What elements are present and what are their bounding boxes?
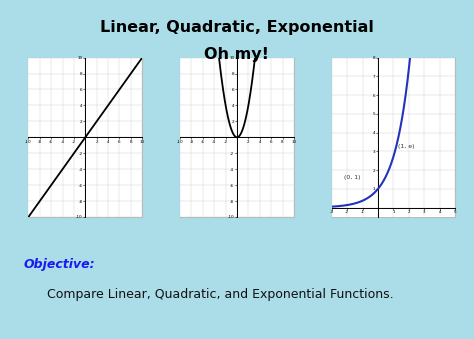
Text: Compare Linear, Quadratic, and Exponential Functions.: Compare Linear, Quadratic, and Exponenti… — [47, 288, 394, 301]
Text: (1, e): (1, e) — [398, 144, 415, 148]
Text: Objective:: Objective: — [24, 258, 95, 271]
Text: Oh my!: Oh my! — [204, 47, 270, 62]
Text: (0, 1): (0, 1) — [344, 176, 361, 180]
Text: Linear, Quadratic, Exponential: Linear, Quadratic, Exponential — [100, 20, 374, 35]
